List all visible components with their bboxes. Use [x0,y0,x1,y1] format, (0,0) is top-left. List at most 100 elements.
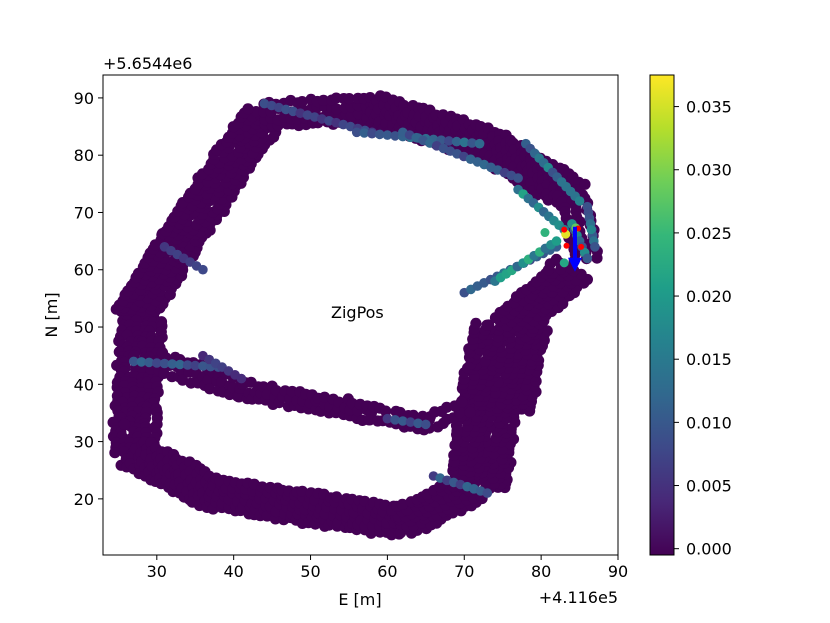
y-tick-label: 50 [74,318,94,337]
highlight-point [582,253,593,264]
x-tick-label: 30 [147,562,167,581]
y-tick-label: 90 [74,89,94,108]
highlight-point [574,196,585,206]
colorbar [649,74,675,556]
x-tick-label: 90 [608,562,628,581]
x-axis-label: E [m] [338,590,381,609]
highlight-point [405,417,416,427]
highlight-point [266,100,277,111]
axes-frame [102,74,619,556]
track-point [317,94,330,106]
colorbar-tick-label: 0.020 [686,287,732,306]
highlight-point [590,242,600,252]
red-marker [561,226,568,233]
track-point [579,178,591,190]
highlight-point [359,128,370,138]
colorbar-tick-label: 0.035 [686,98,732,117]
highlight-point [513,173,523,183]
track-point [550,253,563,265]
highlight-point [421,419,431,430]
highlight-point [198,264,208,275]
colorbar-tick-label: 0.015 [686,350,732,369]
track-point [352,108,365,120]
track-point [396,498,408,510]
track-point [591,252,603,264]
highlight-point [444,136,454,146]
highlight-point [338,119,349,130]
highlight-point [175,359,185,370]
highlight-point [144,357,154,368]
highlight-point [559,258,569,268]
colorbar-tick-label: 0.025 [686,224,732,243]
heading-arrow-head [567,257,582,272]
track-point [319,391,331,403]
plot-annotation: ZigPos [331,303,384,322]
track-point [331,491,343,503]
highlight-point [167,359,177,369]
highlight-point [281,104,291,115]
highlight-point [390,131,400,141]
highlight-point [551,236,562,246]
track-point [109,447,121,459]
highlight-point [474,138,485,149]
highlight-point [128,356,139,367]
track-point [470,317,482,329]
highlight-point [236,373,247,384]
highlight-point [390,415,400,425]
track-point [296,485,308,497]
y-offset-label: +5.6544e6 [103,54,192,73]
y-tick-label: 30 [74,433,94,452]
x-offset-label: +4.116e5 [539,588,618,607]
highlight-point [259,98,270,109]
highlight-point [398,416,408,426]
track-point [343,93,355,105]
y-tick-label: 60 [74,261,94,280]
y-tick-label: 70 [74,203,94,222]
track-point [204,383,216,395]
track-point [286,385,298,398]
track-point [464,406,476,418]
highlight-point [152,358,162,368]
highlight-point [190,360,200,371]
highlight-point [467,138,477,148]
highlight-point [413,418,423,429]
y-tick-label: 40 [74,375,94,394]
highlight-point [288,106,298,117]
highlight-point [451,136,462,147]
y-tick-label: 80 [74,146,94,165]
x-tick-label: 80 [531,562,551,581]
highlight-point [345,121,356,132]
colorbar-tick-label: 0.005 [686,477,732,496]
track-point [242,103,254,115]
highlight-point [540,228,550,238]
highlight-point [586,225,596,235]
y-tick-label: 20 [74,490,94,509]
x-axis-ticks: 30 40 50 60 70 80 90 [147,555,628,581]
highlight-point [382,130,393,140]
red-marker [578,243,585,250]
x-tick-label: 50 [300,562,320,581]
highlight-point [459,137,470,148]
plot-area [107,90,603,541]
track-point [481,319,493,331]
track-point [363,414,375,426]
track-point [541,325,553,337]
highlight-point [159,358,170,369]
highlight-point [309,112,320,122]
y-axis-label: N [m] [42,292,61,337]
x-tick-label: 40 [223,562,243,581]
track-point [456,396,468,408]
highlight-point [367,128,377,139]
marker-layer [561,225,585,272]
highlight-point [136,357,147,367]
track-point [177,374,189,386]
colorbar-ticks: 0.000 0.005 0.010 0.015 0.020 0.025 0.030 0.035 [674,98,732,559]
x-tick-label: 60 [377,562,397,581]
highlight-point [182,360,193,370]
track-point [331,103,343,115]
highlight-point [482,488,493,498]
highlight-point [198,361,208,371]
colorbar-tick-label: 0.030 [686,161,732,180]
track-point [118,418,131,431]
